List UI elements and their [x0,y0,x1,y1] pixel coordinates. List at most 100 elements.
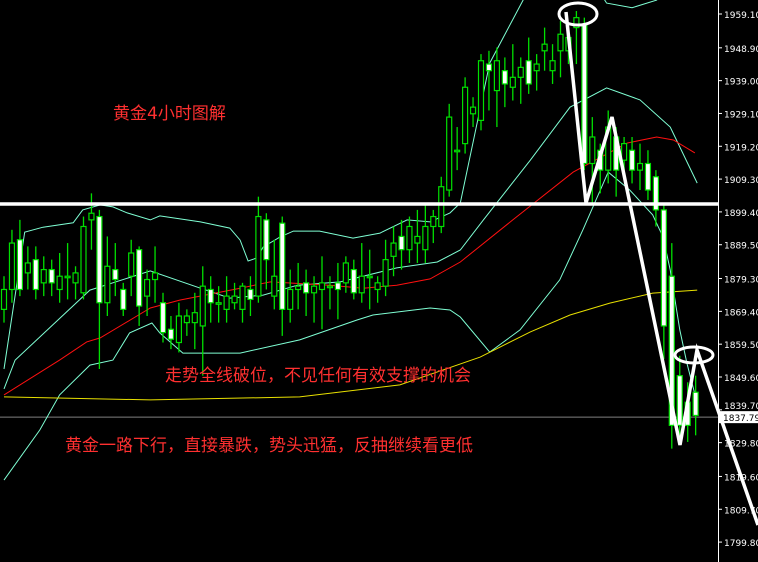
candle [48,259,55,297]
y-tick-label: 1849.60 [724,374,758,384]
zigzag-drawing [564,11,758,526]
candle [493,47,500,128]
candle [215,286,222,323]
candle-body [56,275,63,291]
candle [0,276,8,323]
y-tick-label: 1948.90 [724,45,758,55]
candle [557,20,564,78]
candle [374,276,381,303]
candle [644,150,652,200]
candle [303,269,310,316]
candle-body [295,285,302,291]
candle [517,57,524,104]
candle-body [525,60,532,85]
candle [454,127,461,171]
candle [366,249,373,310]
bollinger-lower-line [3,171,698,481]
candle [501,57,508,108]
candle [167,315,175,350]
chart-title: 黄金4小时图解 [113,104,226,124]
candle [255,196,262,303]
candle [533,54,540,91]
candle [430,209,437,244]
candle-body [144,278,151,297]
candle-body [517,66,524,78]
candle [414,209,421,263]
candle-body [390,242,397,257]
candle-body [303,282,310,294]
candle [509,44,516,101]
candle-body [485,63,493,72]
candle [422,203,429,263]
candle [40,256,47,297]
y-tick-label: 1799.80 [724,539,758,549]
candle-body [533,63,540,72]
y-tick-label: 1869.40 [724,308,758,318]
candle [652,170,660,227]
y-tick-label: 1809.70 [724,506,758,516]
candle-body [279,222,286,310]
candle [72,266,79,300]
candle [199,266,206,376]
candle-body [692,391,699,417]
candle-body [207,288,214,304]
candle-body [96,215,103,304]
candle [80,216,87,300]
candle-body [136,249,143,307]
candle-body [183,315,190,324]
candle-body [48,268,55,284]
candle [88,193,95,250]
candle [382,239,389,297]
candle [549,44,556,84]
candle [136,246,143,326]
candle [128,239,135,297]
candle [64,243,71,300]
candle [573,11,580,65]
candle-body [151,272,159,281]
candle [636,143,644,191]
candle [207,276,214,323]
candle-body [620,143,628,161]
candle [477,54,485,131]
candle-body [454,149,461,153]
candle-body [120,288,127,310]
candle [8,229,16,303]
candle [342,256,349,293]
candle [390,226,397,277]
candle-body [287,288,294,310]
candle [326,276,334,310]
annotation-outlook: 黄金一路下行，直接暴跌，势头迅猛，反抽继续看更低 [65,436,473,456]
current-price-box [719,411,758,424]
candle [247,276,254,316]
candle [628,136,636,184]
candle [112,243,119,297]
candle-body [430,215,437,228]
moving-average-line [3,289,698,401]
y-tick-label: 1829.80 [724,440,758,450]
candle-body [334,282,341,291]
candle-body [167,328,175,340]
candle [287,269,294,323]
candle-body [263,219,270,261]
candle-body [326,285,334,289]
candle [581,17,588,171]
candle [462,77,469,154]
candle [295,262,302,310]
candle-body [72,272,79,284]
candle-body [636,162,644,171]
candle-body [159,302,167,334]
candle [271,239,278,310]
candle [183,309,190,336]
candle-body [223,295,230,310]
candle-body [24,262,31,274]
candle-body [8,242,16,291]
current-price-label: 1837.79 [723,414,758,424]
y-tick-label: 1929.10 [724,110,758,120]
candle-body [255,215,262,297]
candle [310,276,318,323]
candle-body [16,239,23,291]
candle-body [342,262,349,284]
candle [223,276,230,323]
candle [96,209,103,370]
